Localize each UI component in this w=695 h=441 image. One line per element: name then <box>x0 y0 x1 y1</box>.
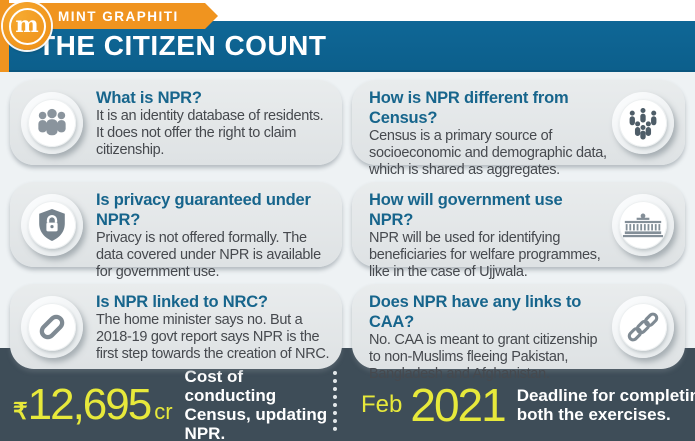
answer: No. CAA is meant to grant citizenship to… <box>369 332 598 382</box>
crowd-icon <box>612 91 674 154</box>
deadline-stat: Feb 2021 Deadline for completing both th… <box>337 369 695 441</box>
card-what-is-npr: What is NPR? It is an identity database … <box>10 80 342 165</box>
card-text: Is privacy guaranteed under NPR? Privacy… <box>96 182 332 281</box>
parliament-icon <box>612 193 674 256</box>
cost-value: 12,695 <box>27 380 153 429</box>
icon-ring <box>28 200 76 249</box>
icon-ring <box>619 302 667 351</box>
page-title: THE CITIZEN COUNT <box>38 29 327 61</box>
rupee-symbol: ₹ <box>13 398 28 424</box>
icon-ring <box>619 200 667 249</box>
question: Is NPR linked to NRC? <box>96 293 268 311</box>
card-text: How will government use NPR? NPR will be… <box>369 182 607 281</box>
card-text: What is NPR? It is an identity database … <box>96 80 332 159</box>
mint-logo-letter: m <box>15 11 39 38</box>
card-text: Does NPR have any links to CAA? No. CAA … <box>369 284 607 383</box>
answer: Privacy is not offered formally. The dat… <box>96 230 321 280</box>
card-text: How is NPR different from Census? Census… <box>369 80 607 179</box>
dotted-divider <box>333 370 337 431</box>
question: What is NPR? <box>96 89 202 107</box>
mint-logo: m <box>3 2 51 50</box>
question: Is privacy guaranteed under NPR? <box>96 191 311 229</box>
card-npr-vs-census: How is NPR different from Census? Census… <box>352 80 685 178</box>
cost-unit: cr <box>154 399 173 424</box>
people-group-icon <box>21 91 83 154</box>
shield-lock-icon <box>21 193 83 256</box>
chain-links-icon <box>612 295 674 358</box>
card-caa-link: Does NPR have any links to CAA? No. CAA … <box>352 284 685 382</box>
card-nrc-link: Is NPR linked to NRC? The home minister … <box>10 284 342 369</box>
answer: NPR will be used for identifying benefic… <box>369 230 601 280</box>
cost-figure: ₹12,695 cr <box>13 383 173 427</box>
mint-logo-ring: m <box>8 7 46 45</box>
icon-ring <box>28 98 76 147</box>
card-govt-use: How will government use NPR? NPR will be… <box>352 182 685 280</box>
question: Does NPR have any links to CAA? <box>369 293 582 331</box>
card-text: Is NPR linked to NRC? The home minister … <box>96 284 332 363</box>
header-bar: THE CITIZEN COUNT <box>0 21 695 72</box>
deadline-label: Deadline for completing both the exercis… <box>516 385 695 424</box>
answer: Census is a primary source of socioecono… <box>369 128 607 178</box>
deadline-year: 2021 <box>410 379 506 431</box>
answer: It is an identity database of residents.… <box>96 108 324 158</box>
icon-ring <box>619 98 667 147</box>
question: How is NPR different from Census? <box>369 89 569 127</box>
brand-ribbon-label: MINT GRAPHITI <box>58 8 179 24</box>
card-privacy: Is privacy guaranteed under NPR? Privacy… <box>10 182 342 280</box>
icon-ring <box>28 302 76 351</box>
answer: The home minister says no. But a 2018-19… <box>96 312 330 362</box>
deadline-month: Feb <box>361 391 403 418</box>
question: How will government use NPR? <box>369 191 563 229</box>
chain-link-icon <box>21 295 83 358</box>
cost-stat: ₹12,695 cr Cost of conducting Census, upd… <box>0 366 333 441</box>
cost-label: Cost of conducting Census, updating NPR. <box>184 366 328 441</box>
